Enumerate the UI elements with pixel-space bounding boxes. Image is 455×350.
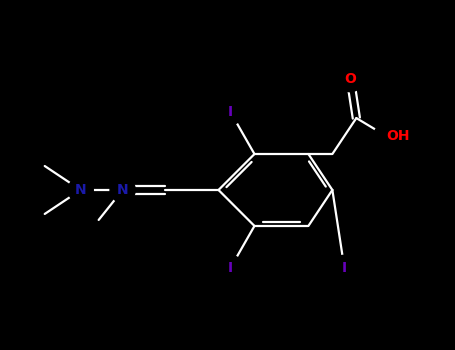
Circle shape bbox=[374, 124, 399, 149]
Text: I: I bbox=[342, 261, 347, 275]
Circle shape bbox=[332, 255, 357, 280]
Text: OH: OH bbox=[386, 129, 410, 143]
Text: O: O bbox=[344, 72, 356, 86]
Circle shape bbox=[338, 66, 363, 92]
Text: I: I bbox=[228, 261, 233, 275]
Circle shape bbox=[218, 99, 243, 125]
Circle shape bbox=[218, 255, 243, 280]
Circle shape bbox=[110, 177, 135, 203]
Text: N: N bbox=[117, 183, 128, 197]
Text: N: N bbox=[75, 183, 86, 197]
Circle shape bbox=[68, 177, 93, 203]
Text: I: I bbox=[228, 105, 233, 119]
